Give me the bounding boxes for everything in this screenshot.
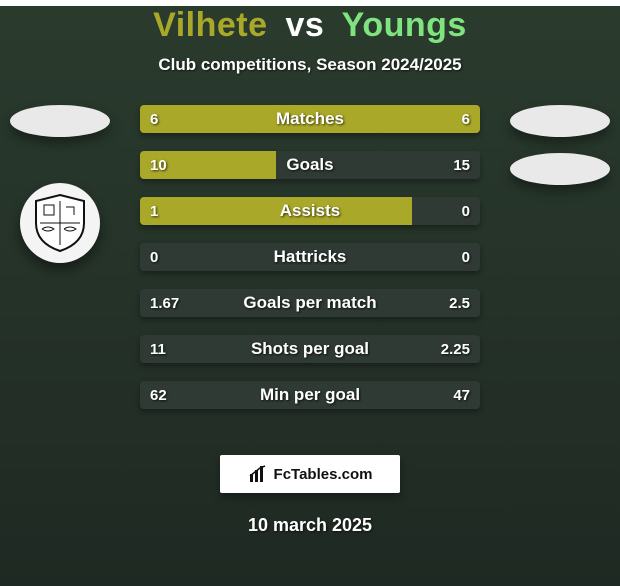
stat-row: 112.25Shots per goal [140, 335, 480, 363]
stat-row: 00Hattricks [140, 243, 480, 271]
content: Vilhete vs Youngs Club competitions, Sea… [0, 6, 620, 536]
player1-avatar-slot [10, 105, 110, 195]
shield-icon [34, 193, 86, 253]
player1-name: Vilhete [153, 6, 267, 44]
comparison-area: 66Matches 1015Goals 10Assists 00Hattricks 1.… [0, 105, 620, 435]
bar-track [140, 243, 480, 271]
player2-club-silhouette [510, 153, 610, 185]
player2-name: Youngs [342, 6, 467, 44]
date-label: 10 march 2025 [0, 515, 620, 536]
source-logo: FcTables.com [220, 455, 400, 493]
player2-club-slot [510, 153, 610, 243]
player1-silhouette [10, 105, 110, 137]
stat-row: 6247Min per goal [140, 381, 480, 409]
bar-left-fill [140, 151, 276, 179]
stat-row: 1.672.5Goals per match [140, 289, 480, 317]
bar-right-fill [310, 105, 480, 133]
stat-row: 66Matches [140, 105, 480, 133]
player2-silhouette [510, 105, 610, 137]
bar-left-fill [140, 105, 310, 133]
bar-left-fill [140, 197, 412, 225]
bar-track [140, 289, 480, 317]
page-title: Vilhete vs Youngs [0, 6, 620, 45]
stat-row: 1015Goals [140, 151, 480, 179]
bars-icon [248, 464, 268, 484]
player1-club-crest [20, 183, 100, 263]
bar-track [140, 335, 480, 363]
vs-label: vs [286, 6, 325, 44]
stat-row: 10Assists [140, 197, 480, 225]
stat-bars: 66Matches 1015Goals 10Assists 00Hattricks 1.… [140, 105, 480, 427]
bar-track [140, 381, 480, 409]
subtitle: Club competitions, Season 2024/2025 [0, 55, 620, 75]
source-logo-text: FcTables.com [274, 466, 373, 483]
